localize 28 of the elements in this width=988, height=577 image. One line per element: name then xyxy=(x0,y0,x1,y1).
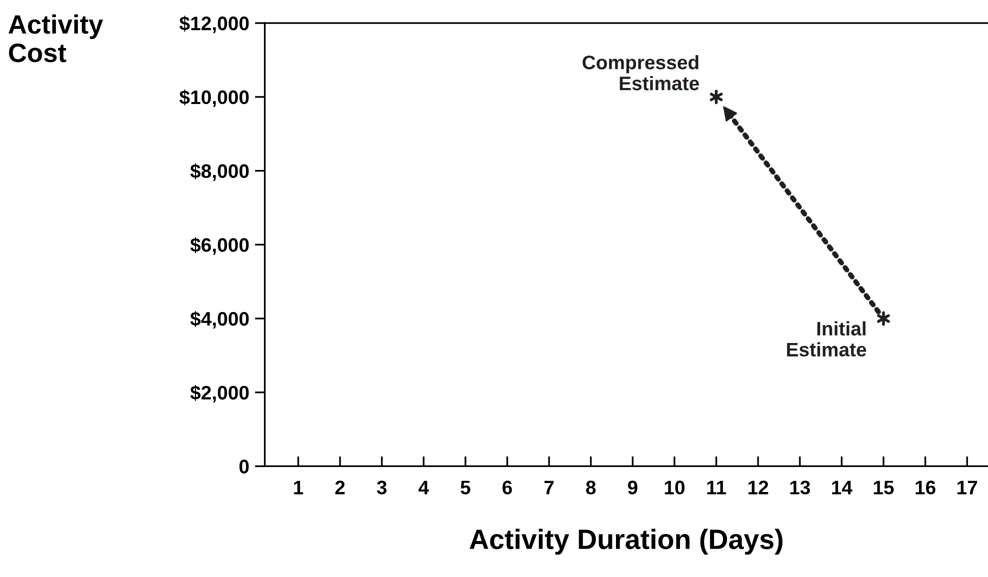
x-tick-label: 2 xyxy=(335,480,345,494)
annotation: Compressed Estimate xyxy=(582,55,699,90)
y-tick-label: $12,000 xyxy=(179,16,249,34)
x-tick-label: 10 xyxy=(664,480,684,494)
x-tick-label: 4 xyxy=(418,480,429,494)
x-tick-label: 6 xyxy=(502,480,512,494)
annotation: Initial Estimate xyxy=(787,321,866,357)
x-tick-label: 15 xyxy=(874,480,894,494)
x-tick-label: 13 xyxy=(790,480,810,494)
y-tick-label: $10,000 xyxy=(179,90,249,107)
x-tick-label: 16 xyxy=(916,480,936,494)
y-tick-label: 0 xyxy=(239,460,249,474)
x-tick-label: 7 xyxy=(544,480,554,494)
y-tick-label: $2,000 xyxy=(190,384,249,402)
y-tick-label: $6,000 xyxy=(190,237,249,255)
x-tick-label: 12 xyxy=(748,480,768,494)
x-axis-title: Activity Duration (Days) xyxy=(470,528,782,555)
x-tick-label: 5 xyxy=(460,480,470,494)
y-tick-label: $4,000 xyxy=(190,311,249,329)
x-tick-label: 9 xyxy=(628,480,638,494)
x-tick-label: 3 xyxy=(376,480,387,494)
y-axis-title: Activity Cost xyxy=(8,14,104,62)
x-tick-label: 8 xyxy=(586,480,596,494)
x-tick-label: 17 xyxy=(958,480,978,494)
x-tick-label: 1 xyxy=(294,480,304,494)
x-tick-label: 14 xyxy=(832,480,852,494)
y-tick-label: $8,000 xyxy=(190,163,249,181)
x-tick-label: 11 xyxy=(707,480,726,494)
